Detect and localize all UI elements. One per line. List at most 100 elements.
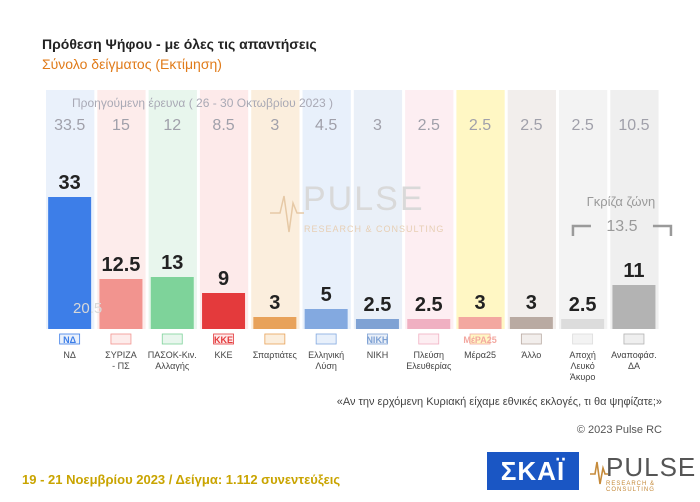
category-label-line: Σπαρτιάτες <box>253 350 298 360</box>
party-logo-text: ΝΙΚΗ <box>366 335 388 345</box>
column-background <box>302 90 351 329</box>
bar <box>612 285 656 329</box>
party-logo <box>110 333 132 345</box>
previous-value-label: 3 <box>270 117 279 134</box>
bar <box>304 309 348 329</box>
previous-value-label: 2.5 <box>418 117 440 134</box>
party-logo <box>520 333 542 345</box>
bar <box>407 319 451 329</box>
category-label: ΝΔ <box>63 350 76 360</box>
category-label-line: Λευκό <box>570 361 594 371</box>
category-label-line: Πλεύση <box>414 350 445 360</box>
previous-survey-label: Προηγούμενη έρευνα ( 26 - 30 Οκτωβρίου 2… <box>72 96 333 110</box>
gray-zone-label: Γκρίζα ζώνη <box>587 194 656 209</box>
party-logo <box>315 333 337 345</box>
value-label: 12.5 <box>101 254 140 276</box>
category-label-line: Άκυρο <box>570 372 596 382</box>
column-background <box>405 90 454 329</box>
category-label-line: Αποχή <box>569 350 596 360</box>
category-label-line: Ελευθερίας <box>406 361 452 371</box>
previous-value-label: 10.5 <box>618 117 649 134</box>
column-background <box>559 90 608 329</box>
copyright: © 2023 Pulse RC <box>576 424 662 436</box>
value-label: 33 <box>59 172 81 194</box>
category-label-line: ΔΑ <box>628 361 640 371</box>
party-logo <box>469 333 491 345</box>
category-label-line: Λύση <box>315 361 337 371</box>
value-label: 11 <box>623 260 644 282</box>
value-label: 3 <box>269 292 280 314</box>
pulse-logo-tagline: RESEARCH & CONSULTING <box>606 481 656 493</box>
survey-question: «Αν την ερχόμενη Κυριακή είχαμε εθνικές … <box>336 396 662 408</box>
bar <box>202 293 246 329</box>
gray-zone-value: 13.5 <box>606 218 637 235</box>
value-label: 5 <box>321 284 332 306</box>
gray-zone-bracket-right <box>652 224 673 236</box>
value-label: 3 <box>474 292 485 314</box>
bar <box>150 277 194 329</box>
party-logo <box>572 333 594 345</box>
category-label: ΚΚΕ <box>215 350 233 360</box>
bar <box>355 319 399 329</box>
party-logo <box>367 333 388 345</box>
value-label: 2.5 <box>415 294 443 316</box>
pulse-logo-word: PULSE <box>606 452 697 482</box>
previous-value-label: 12 <box>163 117 181 134</box>
category-label: Αποχή Λευκό Άκυρο <box>569 350 596 382</box>
nd-inner-label: 20.5 <box>73 300 102 317</box>
party-logo <box>264 333 286 345</box>
category-label-line: Μέρα25 <box>464 350 496 360</box>
previous-value-label: 15 <box>112 117 130 134</box>
bar <box>561 319 605 329</box>
category-label: Μέρα25 <box>464 350 496 360</box>
category-label: Άλλο <box>521 350 541 360</box>
value-label: 3 <box>526 292 537 314</box>
previous-value-label: 33.5 <box>54 117 85 134</box>
category-label-line: ΚΚΕ <box>215 350 233 360</box>
category-label-line: - ΠΣ <box>112 361 130 371</box>
category-label-line: Ελληνική <box>308 350 344 360</box>
pulse-logo: PULSE RESEARCH & CONSULTING <box>590 452 695 493</box>
skai-logo: ΣΚΑΪ <box>487 452 579 490</box>
value-label: 2.5 <box>569 294 597 316</box>
category-label: ΝΙΚΗ <box>367 350 389 360</box>
fieldwork-info: 19 - 21 Νοεμβρίου 2023 / Δείγμα: 1.112 σ… <box>22 472 341 487</box>
pulse-wave-icon <box>590 461 608 485</box>
category-label-line: Αναποφάσ. <box>611 350 657 360</box>
category-label: Αναποφάσ. ΔΑ <box>611 350 657 371</box>
category-label-line: Άλλο <box>521 350 541 360</box>
party-logo <box>213 333 234 345</box>
category-label: Σπαρτιάτες <box>253 350 298 360</box>
gray-zone-bracket-left <box>571 224 591 236</box>
party-logo <box>59 333 81 345</box>
category-label-line: ΣΥΡΙΖΑ <box>105 350 137 360</box>
category-label: ΣΥΡΙΖΑ - ΠΣ <box>105 350 137 371</box>
category-label: Ελληνική Λύση <box>308 350 344 371</box>
party-logo <box>161 333 183 345</box>
column-background <box>456 90 505 329</box>
bar <box>509 317 553 329</box>
bar <box>253 317 297 329</box>
previous-value-label: 2.5 <box>469 117 491 134</box>
bar <box>99 279 143 329</box>
chart-subtitle: Σύνολο δείγματος (Εκτίμηση) <box>42 56 222 72</box>
watermark-text: PULSE <box>303 180 425 218</box>
previous-value-label: 2.5 <box>520 117 542 134</box>
column-background <box>353 90 403 329</box>
value-label: 2.5 <box>364 294 392 316</box>
column-background <box>199 90 249 329</box>
previous-value-label: 4.5 <box>315 117 337 134</box>
category-label-line: ΠΑΣΟΚ-Κιν. <box>148 350 197 360</box>
previous-value-label: 3 <box>373 117 382 134</box>
watermark-wave-icon <box>270 195 304 233</box>
party-logo-text: ΝΔ <box>63 335 76 345</box>
watermark-tagline: RESEARCH & CONSULTING <box>304 224 444 234</box>
category-label: Πλεύση Ελευθερίας <box>406 350 452 371</box>
value-label: 9 <box>218 268 229 290</box>
party-logo-text: ΜέΡΑ25 <box>463 335 496 345</box>
party-logo-text: ΚΚΕ <box>214 335 233 345</box>
category-label-line: Αλλαγής <box>155 361 190 371</box>
value-label: 13 <box>161 252 183 274</box>
category-label-line: ΝΙΚΗ <box>367 350 389 360</box>
